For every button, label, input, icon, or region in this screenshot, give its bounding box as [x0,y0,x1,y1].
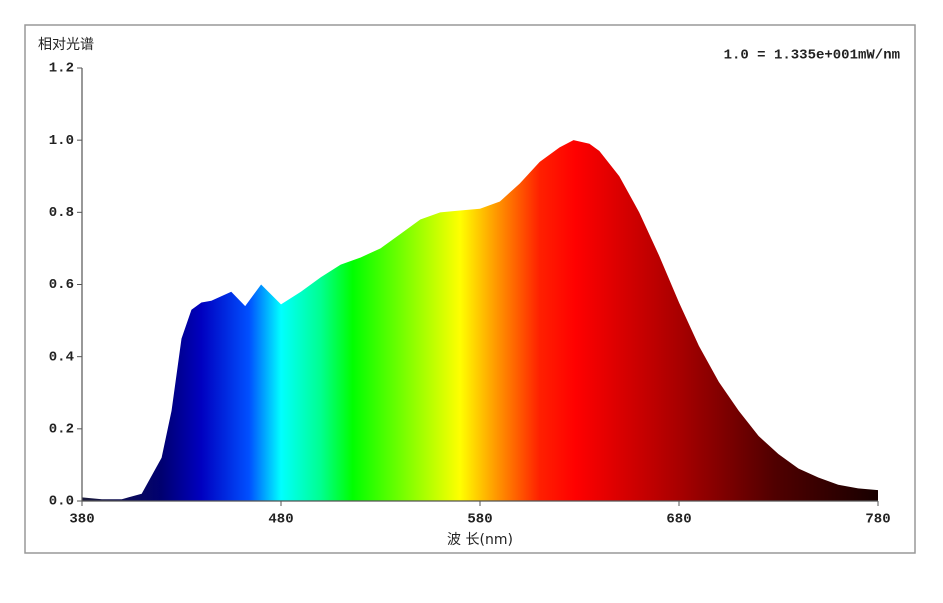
x-tick-label: 680 [666,512,691,528]
x-tick-label: 480 [268,512,293,528]
y-tick-label: 0.0 [49,494,74,510]
x-tick-label: 380 [69,512,94,528]
frame [24,24,916,554]
y-tick-label: 1.2 [49,61,74,77]
y-tick-label: 0.2 [49,422,74,438]
y-tick-label: 0.6 [49,277,74,293]
y-tick-label: 0.4 [49,349,74,365]
annotation: 1.0 = 1.335e+001mW/nm [724,48,900,64]
x-tick-label: 580 [467,512,492,528]
x-axis-label: 波 长(nm) [447,532,513,548]
y-tick-label: 1.0 [49,133,74,149]
y-tick-label: 0.8 [49,205,74,221]
x-tick-label: 780 [865,512,890,528]
chart-title: 相对光谱 [38,37,94,53]
spectrum-area [82,140,878,502]
